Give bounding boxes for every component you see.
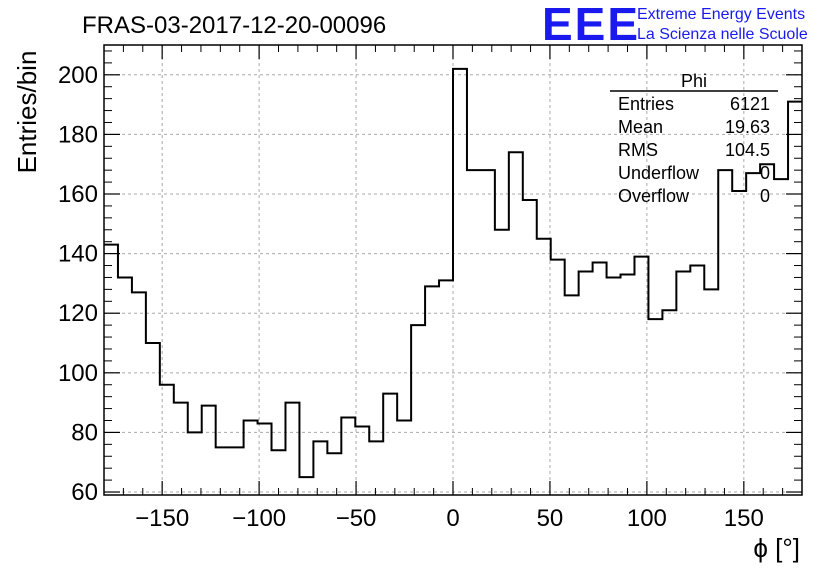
- x-tick-label: 100: [627, 505, 667, 532]
- y-tick-label: 100: [58, 360, 98, 387]
- y-tick-label: 160: [58, 181, 98, 208]
- stats-row-label: Entries: [618, 94, 674, 114]
- stats-row-value: 104.5: [725, 140, 770, 160]
- chart-title: FRAS-03-2017-12-20-00096: [82, 12, 386, 39]
- x-tick-label: 150: [724, 505, 764, 532]
- x-tick-label: −50: [336, 505, 377, 532]
- stats-row-value: 0: [760, 186, 770, 206]
- x-tick-label: −150: [135, 505, 189, 532]
- y-tick-label: 180: [58, 121, 98, 148]
- y-axis-label: Entries/bin: [12, 51, 42, 174]
- eee-logo-text: EEE: [542, 0, 640, 50]
- logo-line-1: Extreme Energy Events: [637, 6, 805, 23]
- stats-row-label: RMS: [618, 140, 658, 160]
- eee-logo: EEE Extreme Energy Events La Scienza nel…: [542, 0, 808, 50]
- stats-row-value: 0: [760, 163, 770, 183]
- histogram-series: [104, 67, 802, 479]
- y-tick-label: 140: [58, 241, 98, 268]
- logo-line-2: La Scienza nelle Scuole: [637, 26, 808, 43]
- stats-box-title: Phi: [681, 71, 707, 91]
- stats-row-label: Mean: [618, 117, 663, 137]
- x-tick-label: −100: [232, 505, 286, 532]
- stats-rows: Entries 6121 Mean 19.63 RMS 104.5 Underflow 0 Ov…: [618, 94, 770, 206]
- y-tick-label: 120: [58, 300, 98, 327]
- stats-row-label: Underflow: [618, 163, 700, 183]
- histogram-step-line: [104, 67, 802, 479]
- stats-box: Phi Entries 6121 Mean 19.63 RMS 104.5 Underflo…: [610, 71, 778, 206]
- stats-row-label: Overflow: [618, 186, 690, 206]
- y-tick-label: 200: [58, 62, 98, 89]
- y-tick-label: 60: [71, 479, 98, 506]
- x-tick-label: 0: [446, 505, 459, 532]
- stats-row-value: 19.63: [725, 117, 770, 137]
- x-axis-label: ϕ [°]: [753, 533, 800, 563]
- stats-row-value: 6121: [730, 94, 770, 114]
- axes: −150 −100 −50 0 50 100 150 60 80 100 120 140 160 180 2…: [58, 44, 803, 532]
- y-tick-label: 80: [71, 419, 98, 446]
- x-tick-label: 50: [537, 505, 564, 532]
